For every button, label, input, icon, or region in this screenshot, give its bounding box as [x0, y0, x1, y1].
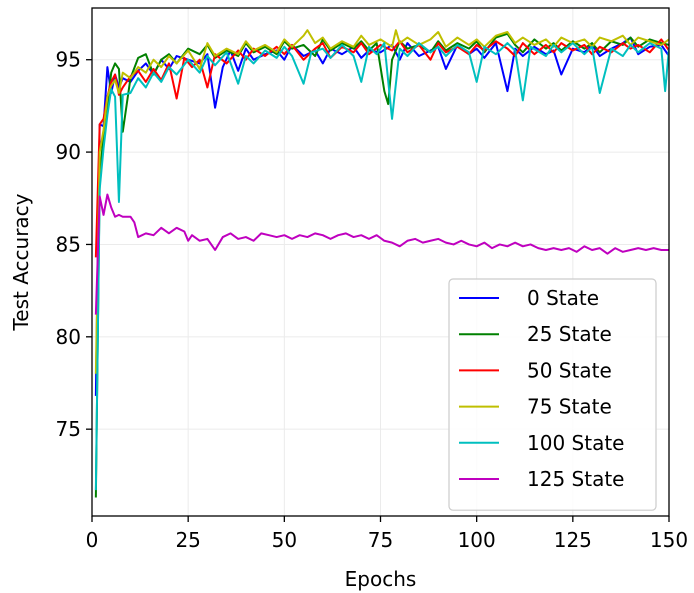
legend-box: [448, 278, 657, 511]
x-tick-label: 50: [272, 528, 297, 552]
legend-label-25-state: 25 State: [527, 322, 612, 346]
y-tick-label: 80: [56, 325, 81, 349]
series-line-50-state: [94, 38, 669, 258]
x-tick-label: 125: [554, 528, 592, 552]
x-tick-label: 150: [650, 528, 688, 552]
y-tick-label: 90: [56, 140, 81, 164]
legend-label-75-state: 75 State: [527, 395, 612, 419]
series-line-75-state: [94, 29, 669, 374]
x-axis-label: Epochs: [345, 567, 417, 591]
series-line-125-state: [94, 193, 669, 315]
legend-label-50-state: 50 State: [527, 358, 612, 382]
legend-label-125-state: 125 State: [527, 467, 624, 491]
y-tick-label: 75: [56, 417, 81, 441]
x-tick-label: 100: [458, 528, 496, 552]
plot-area: 0 25 50 75 100 125 150 75 80 85 90 95: [56, 7, 688, 552]
legend: 0 State 25 State 50 State 75 State 100 State…: [448, 278, 657, 511]
legend-label-100-state: 100 State: [527, 431, 624, 455]
x-tick-label: 25: [175, 528, 200, 552]
y-tick-label: 85: [56, 232, 81, 256]
x-tick-label: 0: [86, 528, 99, 552]
y-axis-label: Test Accuracy: [9, 193, 33, 331]
legend-label-0-state: 0 State: [527, 286, 599, 310]
y-tick-label: 95: [56, 48, 81, 72]
x-tick-label: 75: [368, 528, 393, 552]
series-line-100-state: [94, 42, 669, 491]
